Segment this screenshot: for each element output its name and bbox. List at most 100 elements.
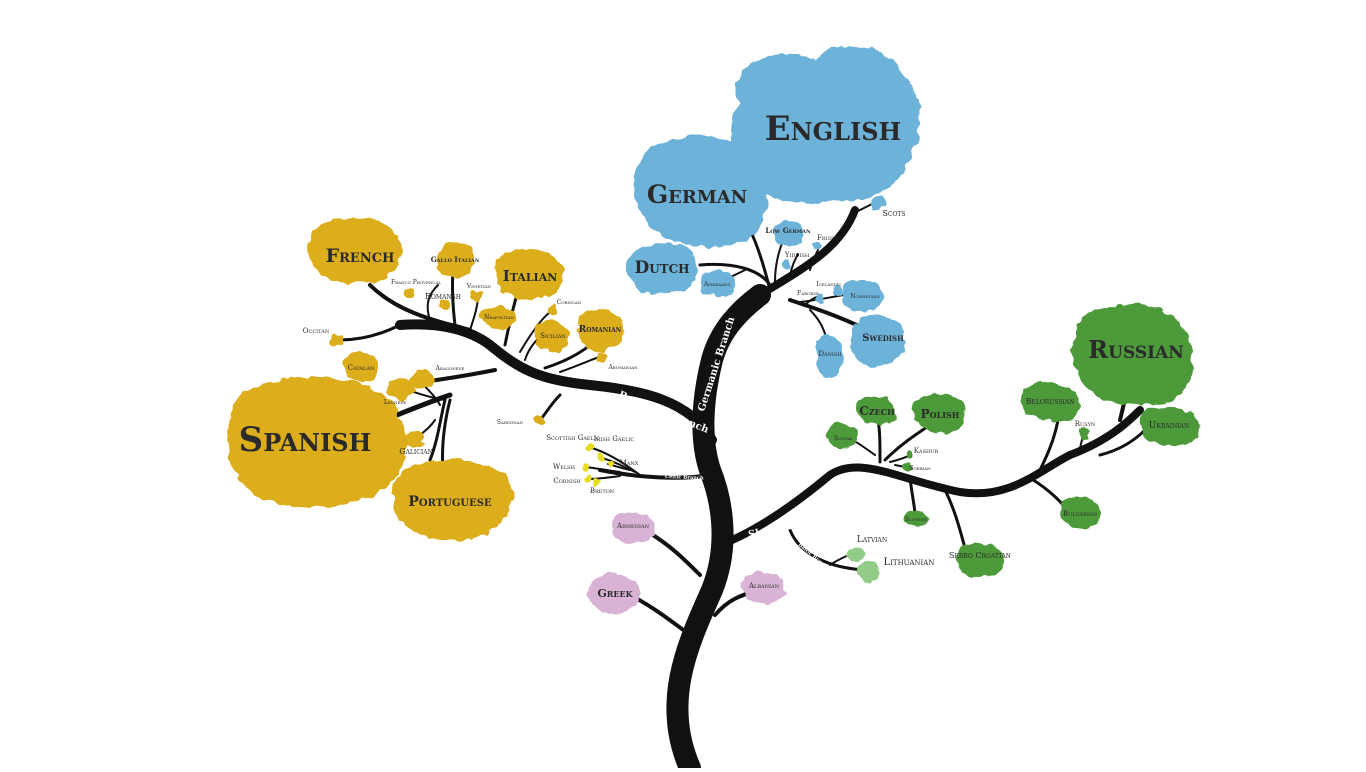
label-italian: Italian bbox=[503, 267, 558, 285]
leaf-franco-provencal bbox=[404, 287, 414, 297]
leaf-albanian bbox=[741, 571, 786, 604]
label-icelandic: Icelandic bbox=[816, 281, 841, 288]
leaf-irish-gaelic bbox=[597, 453, 605, 461]
label-yiddish: Yiddish bbox=[784, 251, 810, 259]
leaf-galician bbox=[403, 430, 426, 447]
label-romanian: Romanian bbox=[579, 325, 622, 335]
label-scots: Scots bbox=[882, 209, 905, 218]
leaf-romansh bbox=[440, 299, 450, 309]
leaf-welsh bbox=[581, 462, 589, 470]
label-sorbian: Sorbian bbox=[909, 465, 931, 472]
label-slovene: Slovene bbox=[905, 516, 927, 523]
label-kashub: Kashub bbox=[914, 447, 939, 455]
label-english: English bbox=[765, 109, 901, 149]
leaf-bulgarian bbox=[1059, 495, 1101, 529]
branch-label-celtic: Celtic Branch bbox=[665, 474, 704, 481]
label-low-german: Low German bbox=[765, 226, 811, 235]
leaf-serbo-croatian bbox=[956, 542, 1004, 578]
leaf-russian bbox=[1072, 304, 1194, 406]
label-rusyn: Rusyn bbox=[1075, 420, 1096, 428]
slavic-limb bbox=[716, 406, 1144, 549]
label-afrikaans: Afrikaans bbox=[703, 281, 731, 288]
label-norwegian: Norwegian bbox=[850, 293, 880, 300]
leaf-afrikaans bbox=[700, 269, 735, 298]
leaf-aragonese bbox=[410, 370, 435, 389]
leaf-kashub bbox=[905, 449, 915, 459]
label-scottish-gaelic: Scottish Gaelic bbox=[546, 434, 600, 442]
label-catalan: Catalan bbox=[348, 364, 375, 372]
label-welsh: Welsh bbox=[553, 463, 576, 471]
leaf-belorussian bbox=[1020, 382, 1080, 423]
label-bulgarian: Bulgarian bbox=[1063, 510, 1098, 518]
leaf-catalan bbox=[343, 351, 379, 383]
label-belorussian: Belorussian bbox=[1026, 397, 1075, 406]
label-frisian: Frisian bbox=[817, 234, 842, 242]
label-breton: Breton bbox=[590, 487, 615, 495]
label-armenian: Armenian bbox=[616, 522, 650, 530]
leaf-sicilian bbox=[535, 320, 571, 351]
branch-label-baltic: Baltic Branch bbox=[797, 542, 831, 572]
label-german: German bbox=[647, 180, 747, 209]
leaf-faroese bbox=[815, 294, 825, 304]
leaf-latvian bbox=[847, 546, 865, 562]
label-galician: Galician bbox=[399, 447, 433, 456]
label-franco-provencal: Franco Provencal bbox=[391, 279, 441, 286]
label-polish: Polish bbox=[921, 407, 960, 421]
label-greek: Greek bbox=[597, 587, 633, 600]
leaf-spanish bbox=[226, 376, 407, 508]
leaf-lithuanian bbox=[856, 561, 881, 582]
leaf-gallo-italian bbox=[435, 241, 475, 279]
label-latvian: Latvian bbox=[857, 535, 887, 545]
leaf-venetian bbox=[470, 289, 483, 303]
leaf-occitan bbox=[330, 333, 345, 347]
label-serbo-croatian: Serbo Croatian bbox=[949, 551, 1011, 560]
leaves bbox=[226, 45, 1200, 614]
branch-label-slavic: Slavic Branch bbox=[747, 514, 826, 541]
label-gallo-italian: Gallo Italian bbox=[431, 255, 480, 264]
leaf-polish bbox=[912, 394, 966, 434]
leaf-manx bbox=[608, 461, 614, 467]
leaf-neapolitan bbox=[480, 306, 517, 329]
leaf-ukrainian bbox=[1138, 406, 1200, 447]
label-sicilian: Sicilian bbox=[540, 332, 566, 340]
leaf-danish bbox=[815, 334, 843, 378]
leaf-aromanian bbox=[598, 351, 608, 361]
leaf-scottish-gaelic bbox=[586, 444, 594, 452]
trunk-upper bbox=[756, 206, 859, 299]
label-slovak: Slovak bbox=[834, 435, 853, 442]
label-occitan: Occitan bbox=[303, 327, 330, 335]
label-corsican: Corsican bbox=[557, 299, 582, 306]
leaf-icelandic bbox=[833, 286, 843, 296]
leaf-sorbian bbox=[903, 462, 912, 471]
label-aragonese: Aragonese bbox=[435, 365, 465, 372]
label-czech: Czech bbox=[859, 404, 895, 418]
leaf-yiddish bbox=[782, 259, 792, 269]
leaf-low-german bbox=[771, 220, 805, 247]
leaf-frisian bbox=[812, 241, 822, 251]
leaf-french bbox=[308, 217, 402, 284]
leaf-greek bbox=[588, 574, 640, 614]
label-aromanian: Aromanian bbox=[607, 364, 638, 371]
label-leonese: Leonese bbox=[384, 399, 406, 406]
leaf-armenian bbox=[612, 511, 656, 544]
leaf-leonese bbox=[386, 377, 415, 401]
leaf-sardinian bbox=[534, 415, 546, 425]
label-manx: Manx bbox=[620, 459, 639, 467]
label-romansh: Romansh bbox=[425, 292, 461, 301]
label-albanian: Albanian bbox=[748, 582, 780, 590]
leaf-corsican bbox=[548, 305, 558, 315]
romance-limb bbox=[395, 319, 717, 445]
label-venetian: Venetian bbox=[466, 283, 492, 290]
leaf-slovene bbox=[903, 510, 929, 528]
trunk bbox=[666, 284, 771, 772]
leaf-rusyn bbox=[1080, 429, 1090, 439]
label-faroese: Faroese bbox=[797, 290, 819, 297]
leaf-cornish bbox=[584, 475, 592, 483]
leaf-english bbox=[730, 45, 921, 204]
label-cornish: Cornish bbox=[553, 477, 581, 485]
leaf-norwegian bbox=[841, 280, 884, 313]
leaf-breton bbox=[593, 480, 599, 486]
leaf-swedish bbox=[850, 315, 906, 367]
